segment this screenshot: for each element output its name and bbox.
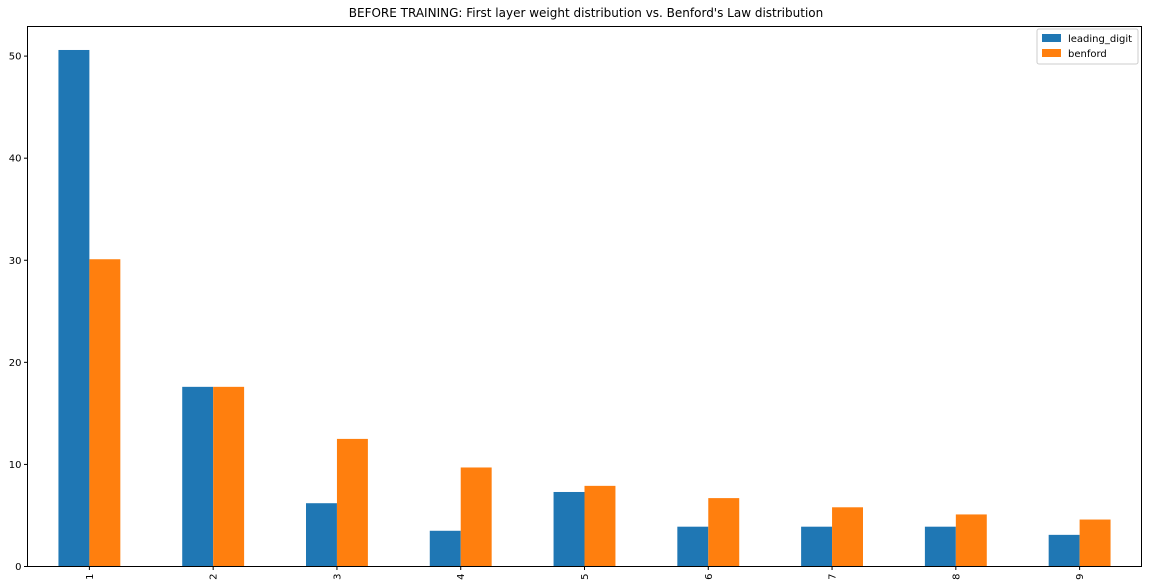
bars-layer [58, 49, 1111, 567]
bar-benford-5 [584, 485, 616, 567]
bar-leading_digit-3 [306, 503, 337, 567]
y-axis: 0 10 20 30 40 50 [9, 52, 28, 573]
bar-benford-8 [955, 514, 987, 567]
x-tick-label-5: 5 [580, 574, 591, 580]
bar-benford-3 [336, 438, 368, 567]
legend-label-leading_digit: leading_digit [1068, 34, 1132, 45]
y-tick-label-10: 10 [9, 460, 22, 471]
plot-frame [27, 26, 1142, 567]
legend-swatch-benford [1042, 49, 1061, 57]
legend-box [1036, 28, 1139, 65]
bar-leading_digit-1 [58, 49, 90, 567]
x-tick-label-8: 8 [951, 574, 962, 580]
legend-swatch-leading_digit [1042, 34, 1061, 42]
bar-leading_digit-5 [553, 491, 585, 567]
x-tick-label-4: 4 [456, 574, 467, 580]
y-tick-label-30: 30 [9, 256, 22, 267]
y-tick-label-40: 40 [9, 154, 22, 165]
bar-leading_digit-7 [801, 526, 833, 567]
legend-label-benford: benford [1068, 49, 1107, 60]
y-tick-label-0: 0 [15, 562, 21, 573]
y-tick-label-20: 20 [9, 358, 22, 369]
x-tick-label-3: 3 [332, 574, 343, 580]
bar-benford-9 [1079, 519, 1111, 567]
bar-leading_digit-2 [182, 386, 214, 567]
bar-benford-4 [460, 467, 492, 567]
chart-title: BEFORE TRAINING: First layer weight dist… [349, 6, 823, 20]
x-tick-label-6: 6 [704, 574, 715, 580]
bar-leading_digit-6 [677, 526, 709, 567]
bar-benford-6 [708, 498, 740, 567]
bar-leading_digit-4 [429, 530, 461, 567]
bar-leading_digit-9 [1048, 534, 1080, 567]
x-tick-label-7: 7 [828, 574, 839, 580]
x-tick-label-9: 9 [1075, 574, 1086, 580]
x-tick-label-1: 1 [85, 574, 96, 580]
bar-benford-1 [89, 259, 121, 567]
x-axis: 1 2 3 4 5 6 7 8 9 [85, 566, 1086, 580]
bar-benford-2 [213, 386, 245, 567]
y-tick-label-50: 50 [9, 52, 22, 63]
bar-benford-7 [832, 507, 863, 567]
bar-leading_digit-8 [924, 526, 956, 567]
x-tick-label-2: 2 [209, 574, 220, 580]
